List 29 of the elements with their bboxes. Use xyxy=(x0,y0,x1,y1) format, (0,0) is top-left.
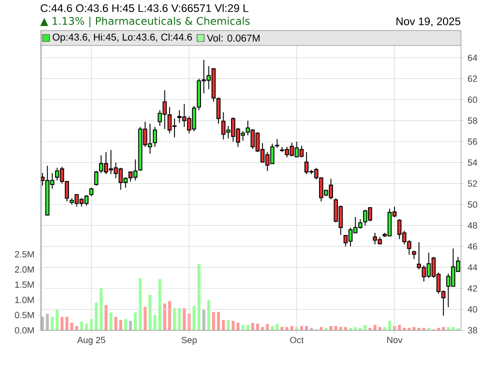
y2-tick-label: 1.5M xyxy=(15,282,34,288)
text: Nov 19, 2025 xyxy=(396,17,460,27)
y-tick-label: 38 xyxy=(468,327,478,334)
x-tick-label: Nov xyxy=(387,336,402,344)
y2-tick-label: 2.0M xyxy=(15,266,34,273)
y-tick-label: 54 xyxy=(468,159,478,166)
y-tick-label: 60 xyxy=(468,96,478,103)
y-tick-label: 44 xyxy=(468,264,478,270)
legend-label: Vol: 0.067M xyxy=(206,34,260,42)
y2-tick-label: 0.0M xyxy=(14,327,34,334)
x-tick-label: Oct xyxy=(290,336,304,344)
x-tick-label: Sep xyxy=(182,336,197,345)
y-tick-label: 64 xyxy=(468,54,478,61)
chart-subtitle: ▲ 1.13% | Pharmaceuticals & Chemicals xyxy=(40,16,250,28)
y2-tick-label: 2.5M xyxy=(15,251,34,258)
y-tick-label: 62 xyxy=(468,76,478,82)
y2-tick-label: 0.5M xyxy=(14,312,34,318)
x-tick-label: Aug 25 xyxy=(77,336,106,345)
y2-tick-label: 1.0M xyxy=(15,296,34,304)
y-tick-label: 46 xyxy=(468,243,478,250)
y-tick-label: 56 xyxy=(468,138,478,145)
legend-label: Op:43.6, Hi:45, Lo:43.6, Cl:44.6 xyxy=(52,33,192,43)
y-tick-label: 52 xyxy=(468,180,478,187)
y-tick-label: 58 xyxy=(468,117,478,124)
y-tick-label: 48 xyxy=(468,222,478,229)
y-tick-label: 42 xyxy=(468,285,478,292)
y-tick-label: 40 xyxy=(468,306,478,313)
y-tick-label: 50 xyxy=(468,201,478,208)
text: C:44.6 O:43.6 H:45 L:43.6 V:66571 Vl:29 L xyxy=(40,4,248,12)
